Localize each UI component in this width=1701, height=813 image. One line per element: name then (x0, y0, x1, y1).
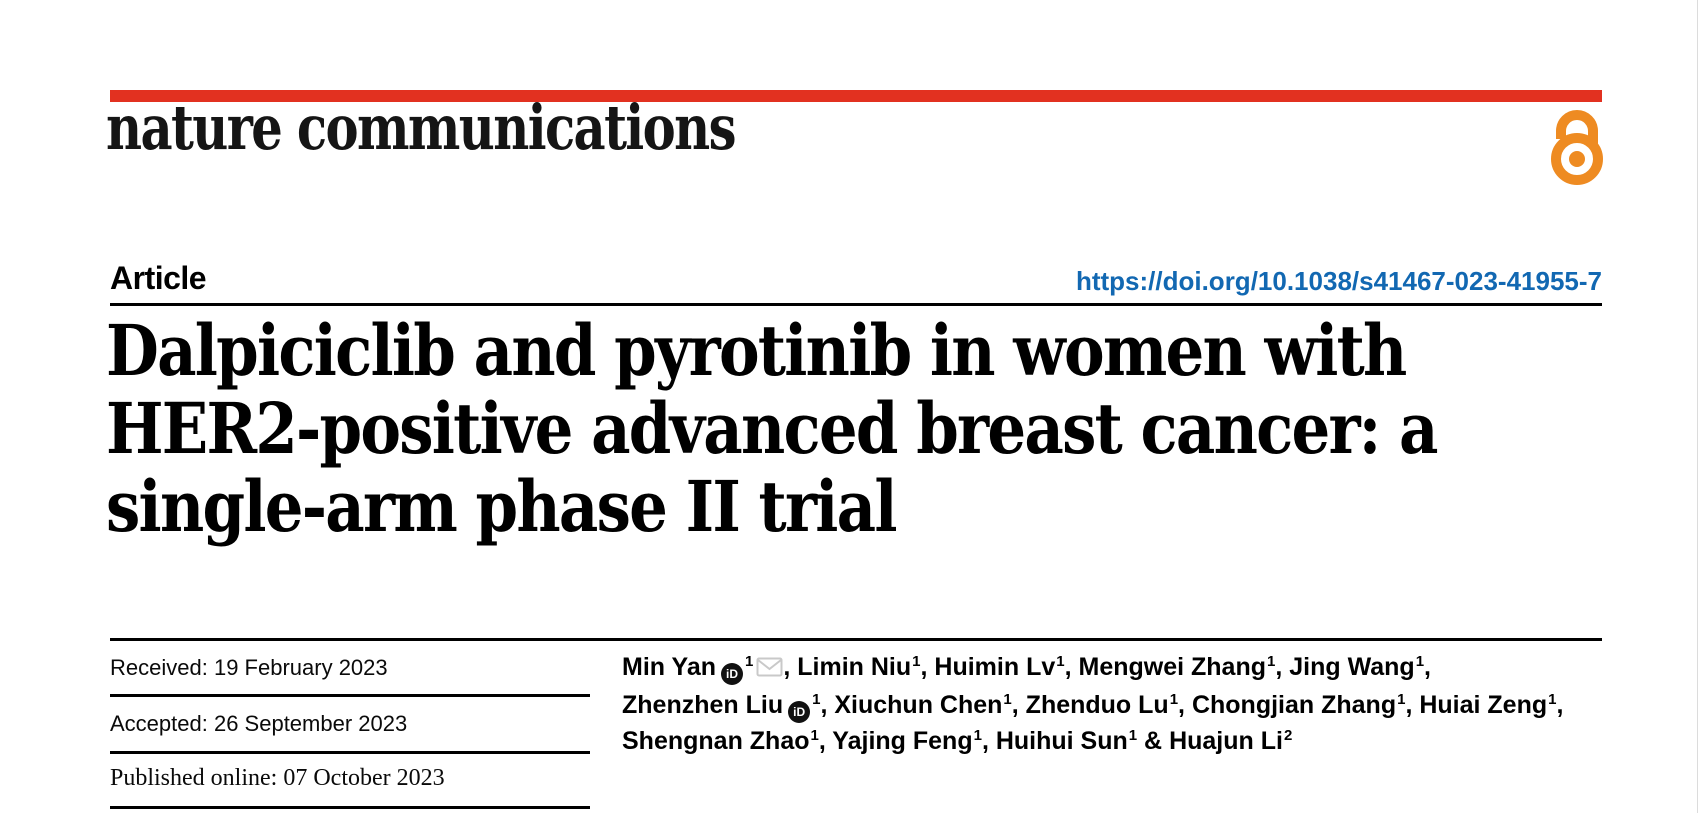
affiliation-superscript: 1 (1056, 653, 1065, 670)
received-date: 19 February 2023 (213, 655, 388, 680)
author-separator: , (1064, 653, 1079, 681)
affiliation-superscript: 1 (1415, 653, 1425, 670)
author-line: Min Yan iD1, Limin Niu1, Huimin Lv1, Meng… (622, 649, 1563, 687)
article-title: Dalpiciclib and pyrotinib in women with … (106, 309, 1438, 548)
affiliation-superscript: 1 (1003, 691, 1012, 708)
accepted-label: Accepted: (110, 711, 208, 736)
affiliation-superscript: 1 (810, 727, 819, 744)
author-separator: , (1178, 691, 1192, 719)
affiliation-superscript: 1 (1128, 727, 1138, 744)
author-name: Zhenzhen Liu (622, 691, 784, 719)
author-separator: , (820, 691, 835, 719)
author-line: Zhenzhen Liu iD1, Xiuchun Chen1, Zhenduo … (622, 687, 1563, 723)
author-name: Yajing Feng (832, 727, 973, 755)
history-divider-top (110, 638, 1602, 641)
published-date: 07 October 2023 (283, 765, 445, 791)
article-type-label: Article (110, 260, 207, 296)
title-line: Dalpiciclib and pyrotinib in women with (106, 309, 1407, 392)
affiliation-superscript: 1 (1267, 653, 1276, 670)
author-name: Min Yan (622, 653, 717, 681)
author-name: Zhenduo Lu (1025, 691, 1169, 719)
title-line: HER2-positive advanced breast cancer: a (106, 387, 1438, 470)
author-separator: , (783, 653, 798, 681)
author-name: Huiai Zeng (1419, 691, 1548, 719)
author-separator: , (1011, 691, 1026, 719)
author-separator: , (818, 727, 833, 755)
author-name: Huihui Sun (995, 727, 1128, 755)
author-separator: & (1137, 727, 1170, 755)
affiliation-superscript: 1 (1548, 691, 1557, 708)
author-name: Limin Niu (797, 653, 912, 681)
affiliation-superscript: 2 (1283, 727, 1293, 744)
author-separator: , (920, 653, 935, 681)
history-divider (110, 751, 590, 754)
author-separator: , (981, 727, 996, 755)
affiliation-superscript: 1 (1169, 691, 1179, 708)
page-edge-line (1697, 0, 1698, 813)
author-separator: , (1405, 691, 1420, 719)
history-divider (110, 694, 590, 697)
author-separator: , (1556, 691, 1564, 719)
author-name: Chongjian Zhang (1191, 691, 1397, 719)
author-name: Jing Wang (1289, 653, 1415, 681)
affiliation-superscript: 1 (812, 691, 821, 708)
published-label: Published online: (110, 765, 278, 791)
accepted-row: Accepted: 26 September 2023 (110, 712, 407, 736)
doi-link[interactable]: https://doi.org/10.1038/s41467-023-41955… (1075, 266, 1602, 296)
author-list: Min Yan iD1, Limin Niu1, Huimin Lv1, Meng… (622, 649, 1563, 759)
author-separator: , (1275, 653, 1290, 681)
brand-bar (110, 90, 1602, 102)
author-name: Shengnan Zhao (622, 727, 810, 755)
orcid-icon[interactable]: iD (721, 663, 744, 685)
title-line: single-arm phase II trial (106, 465, 898, 548)
published-row: Published online: 07 October 2023 (110, 766, 445, 790)
author-name: Xiuchun Chen (834, 691, 1003, 719)
affiliation-superscript: 1 (973, 727, 982, 744)
affiliation-superscript: 1 (1397, 691, 1406, 708)
affiliation-superscript: 1 (912, 653, 921, 670)
received-label: Received: (110, 655, 208, 680)
author-name: Huimin Lv (934, 653, 1056, 681)
author-name: Huajun Li (1169, 727, 1283, 755)
author-name: Mengwei Zhang (1078, 653, 1267, 681)
open-access-icon (1551, 110, 1603, 185)
author-line: Shengnan Zhao1, Yajing Feng1, Huihui Sun… (622, 723, 1563, 759)
affiliation-superscript: 1 (745, 653, 754, 670)
author-separator: , (1424, 653, 1431, 681)
header-divider (110, 303, 1602, 306)
orcid-icon[interactable]: iD (788, 701, 811, 723)
accepted-date: 26 September 2023 (213, 711, 408, 736)
received-row: Received: 19 February 2023 (110, 656, 388, 680)
journal-logo: nature communications (106, 91, 737, 164)
email-icon[interactable] (756, 651, 783, 687)
history-divider (110, 806, 590, 809)
